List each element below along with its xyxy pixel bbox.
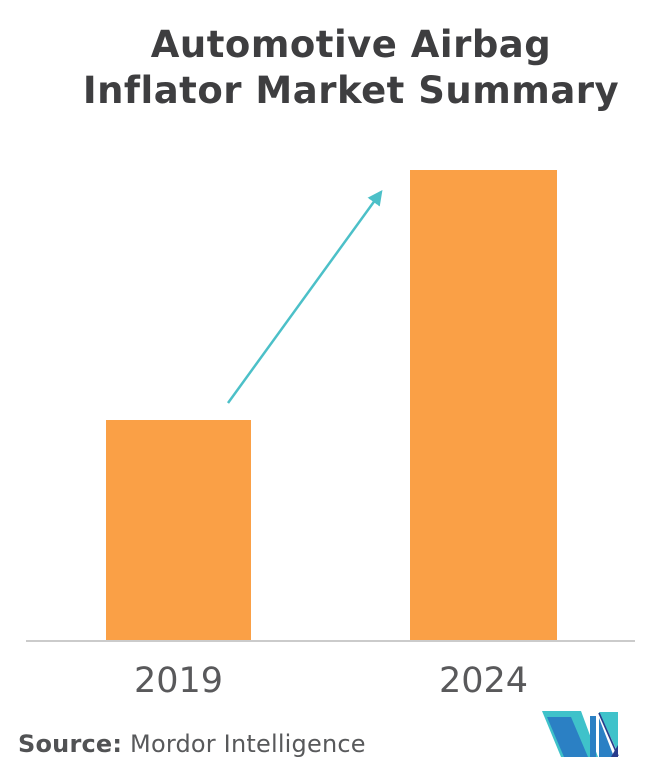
x-label-2024: 2024: [438, 661, 529, 701]
plot-area: [26, 170, 635, 642]
source-label: Source:: [18, 730, 123, 758]
chart-title-line2: Inflator Market Summary: [82, 69, 620, 112]
chart-title: Automotive Airbag Inflator Market Summar…: [0, 22, 658, 114]
logo-m-blue-shape: [547, 717, 588, 757]
x-label-2019: 2019: [133, 661, 224, 701]
logo-i-navy-diagonal: [598, 712, 619, 757]
logo-m-blue-bar: [590, 716, 596, 757]
logo-i-navy-corner: [611, 745, 618, 757]
x-axis-line: [26, 640, 635, 642]
bar-2024: [410, 170, 557, 641]
logo-i-blue-shape: [599, 718, 614, 757]
source-note: Source: Mordor Intelligence: [18, 730, 366, 758]
mordor-intelligence-logo: [542, 711, 619, 757]
bar-2019: [106, 420, 251, 641]
chart-title-line1: Automotive Airbag: [150, 23, 552, 66]
source-text: Mordor Intelligence: [122, 730, 366, 758]
